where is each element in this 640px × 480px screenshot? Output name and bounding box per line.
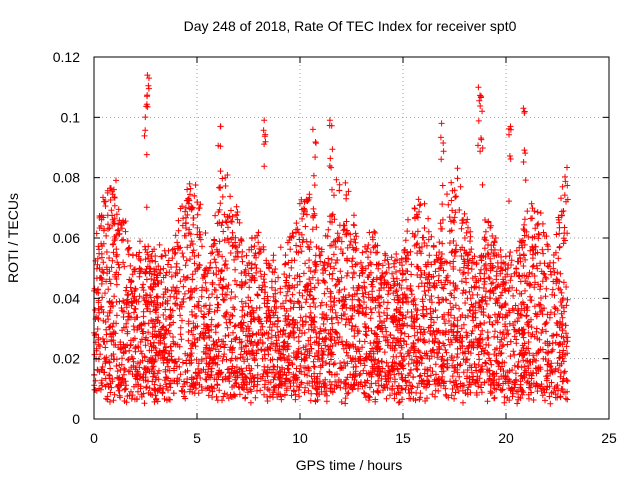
y-tick-label: 0.04	[53, 290, 80, 306]
roti-points	[91, 72, 571, 407]
grid	[94, 57, 609, 419]
x-tick-label: 0	[90, 430, 98, 446]
y-tick-label: 0.12	[53, 49, 80, 65]
data-points	[91, 72, 571, 407]
y-axis-label: ROTI / TECUs	[5, 193, 21, 283]
x-tick-label: 10	[292, 430, 308, 446]
x-tick-label: 5	[193, 430, 201, 446]
y-tick-labels: 0 0.02 0.04 0.06 0.08 0.1 0.12	[53, 49, 80, 427]
y-tick-label: 0.1	[61, 109, 81, 125]
axis-ticks	[93, 56, 610, 420]
y-tick-label: 0.06	[53, 230, 80, 246]
y-tick-label: 0.02	[53, 351, 80, 367]
x-tick-label: 25	[601, 430, 617, 446]
x-tick-label: 15	[395, 430, 411, 446]
y-tick-label: 0.08	[53, 170, 80, 186]
chart-title: Day 248 of 2018, Rate Of TEC Index for r…	[184, 18, 517, 34]
x-axis-label: GPS time / hours	[296, 457, 403, 473]
x-tick-labels: 0 5 10 15 20 25	[90, 430, 617, 446]
y-tick-label: 0	[72, 411, 80, 427]
x-tick-label: 20	[498, 430, 514, 446]
